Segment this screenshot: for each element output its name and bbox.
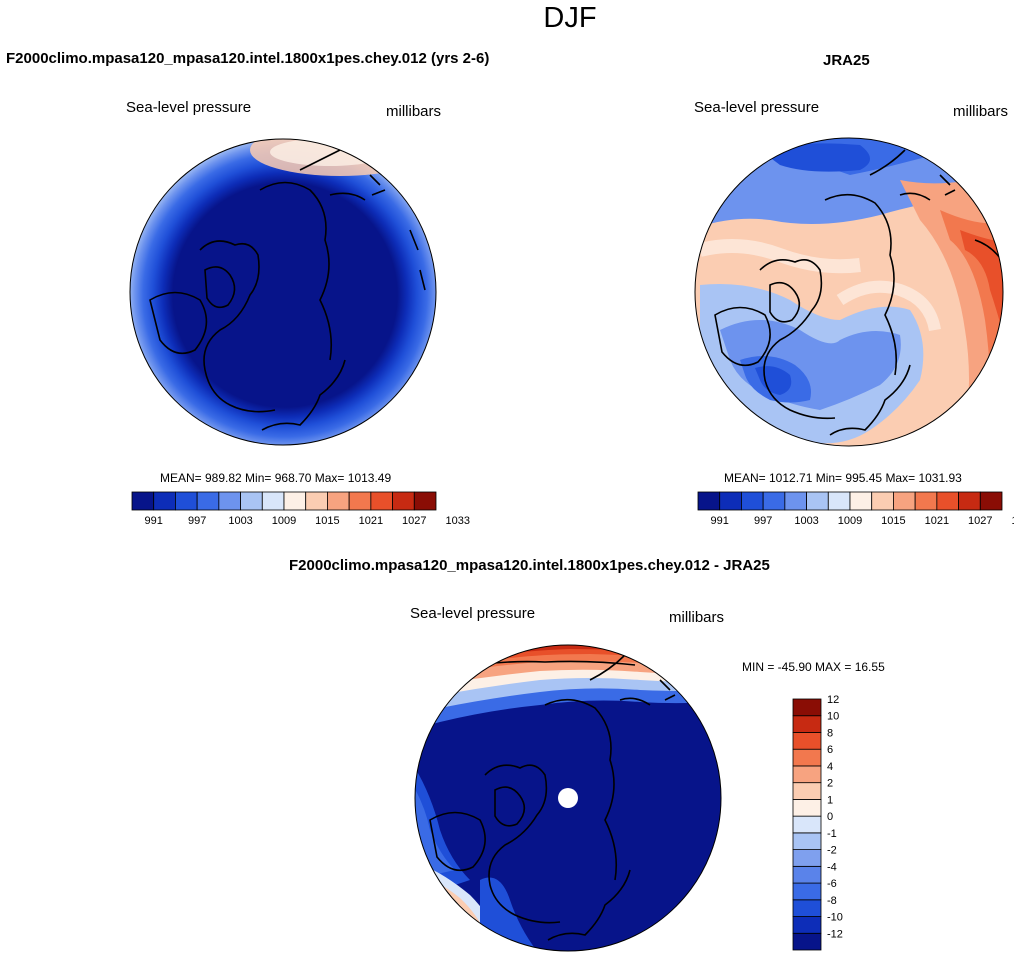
obs-colorbar-tick-label: 1015 <box>881 515 905 527</box>
obs-units-label: millibars <box>953 103 1009 120</box>
model-colorbar-tick-label: 1003 <box>228 515 252 527</box>
model-colorbar-tick-label: 1033 <box>445 515 469 527</box>
model-colorbar-swatch <box>283 491 307 511</box>
diff-colorbar-tick-label: 8 <box>827 727 833 739</box>
diff-colorbar-tick-label: -6 <box>827 878 837 890</box>
model-colorbar-tick-label: 1021 <box>359 515 383 527</box>
obs-colorbar-swatch <box>893 491 916 511</box>
diff-colorbar-swatch <box>792 849 822 867</box>
model-variable-label: Sea-level pressure <box>126 99 252 116</box>
diff-colorbar-swatch <box>792 832 822 850</box>
model-colorbar-swatch <box>131 491 155 511</box>
model-colorbar: 991 997 1003 1009 1015 1021 1027 1033 <box>131 491 470 527</box>
obs-colorbar-tick-label: 1009 <box>838 515 862 527</box>
diff-colorbar-tick-label: -2 <box>827 845 837 857</box>
obs-colorbar-tick-label: 1021 <box>925 515 949 527</box>
obs-colorbar-swatch <box>936 491 959 511</box>
diff-panel-title: F2000climo.mpasa120_mpasa120.intel.1800x… <box>289 557 770 574</box>
obs-stats: MEAN= 1012.71 Min= 995.45 Max= 1031.93 <box>724 471 962 485</box>
diff-colorbar-tick-label: -8 <box>827 895 837 907</box>
model-colorbar-tick-label: 1015 <box>315 515 339 527</box>
obs-map <box>695 138 1003 446</box>
diff-colorbar-tick-label: 4 <box>827 761 833 773</box>
model-colorbar-tick-label: 997 <box>188 515 206 527</box>
obs-colorbar-swatch <box>979 491 1003 511</box>
obs-colorbar-swatch <box>741 491 764 511</box>
diff-minmax-stats: MIN = -45.90 MAX = 16.55 <box>742 660 885 674</box>
diff-colorbar-swatch <box>792 799 822 817</box>
obs-colorbar-swatch <box>827 491 851 511</box>
model-panel-title: F2000climo.mpasa120_mpasa120.intel.1800x… <box>6 50 490 67</box>
diff-colorbar-tick-label: 1 <box>827 794 833 806</box>
obs-colorbar-swatch <box>958 491 981 511</box>
obs-colorbar-swatch <box>784 491 807 511</box>
model-stats: MEAN= 989.82 Min= 968.70 Max= 1013.49 <box>160 471 392 485</box>
diff-colorbar-swatch <box>792 698 822 717</box>
model-colorbar-tick-label: 1027 <box>402 515 426 527</box>
model-units-label: millibars <box>386 103 442 120</box>
model-colorbar-swatch <box>327 491 350 511</box>
diff-variable-label: Sea-level pressure <box>410 605 536 622</box>
model-colorbar-swatch <box>175 491 198 511</box>
model-colorbar-swatch <box>218 491 241 511</box>
diff-colorbar-swatch <box>792 865 822 884</box>
model-colorbar-swatch <box>413 491 437 511</box>
diff-colorbar-swatch <box>792 815 822 834</box>
diff-colorbar-swatch <box>792 765 822 784</box>
obs-colorbar-swatch <box>719 491 742 511</box>
model-colorbar-swatch <box>370 491 393 511</box>
diff-coastlines <box>429 654 676 941</box>
model-colorbar-swatch <box>196 491 220 511</box>
obs-colorbar-tick-label: 997 <box>754 515 772 527</box>
model-colorbar-swatch <box>392 491 415 511</box>
obs-panel-title: JRA25 <box>823 52 870 69</box>
model-colorbar-tick-label: 1009 <box>272 515 296 527</box>
model-colorbar-swatch <box>348 491 372 511</box>
model-coastlines <box>149 149 426 431</box>
diff-map <box>415 645 721 951</box>
model-map <box>130 139 436 445</box>
figure-title: DJF <box>543 2 597 34</box>
diff-units-label: millibars <box>669 609 725 626</box>
obs-colorbar-swatch <box>849 491 873 511</box>
obs-coastlines <box>714 149 1001 436</box>
obs-colorbar-swatch <box>806 491 829 511</box>
obs-colorbar-tick-label: 1003 <box>794 515 818 527</box>
diff-colorbar-tick-label: 0 <box>827 811 833 823</box>
obs-colorbar: 991 997 1003 1009 1015 1021 1027 1033 <box>697 491 1014 527</box>
obs-colorbar-tick-label: 1027 <box>968 515 992 527</box>
diff-colorbar-tick-label: -12 <box>827 928 843 940</box>
diff-colorbar-swatch <box>792 882 822 901</box>
model-colorbar-swatch <box>305 491 328 511</box>
model-colorbar-swatch <box>261 491 285 511</box>
obs-variable-label: Sea-level pressure <box>694 99 820 116</box>
diff-colorbar-swatch <box>792 782 822 800</box>
diff-colorbar-tick-label: 12 <box>827 694 839 706</box>
model-colorbar-swatch <box>153 491 176 511</box>
diff-colorbar-swatch <box>792 932 822 951</box>
diff-colorbar-swatch <box>792 715 822 733</box>
obs-colorbar-swatch <box>914 491 938 511</box>
diff-colorbar-tick-label: 6 <box>827 744 833 756</box>
diff-colorbar-tick-label: 2 <box>827 778 833 790</box>
obs-colorbar-swatch <box>871 491 894 511</box>
diff-colorbar-swatch <box>792 748 822 767</box>
diff-colorbar-swatch <box>792 916 822 934</box>
model-colorbar-swatch <box>240 491 263 511</box>
obs-colorbar-tick-label: 991 <box>711 515 729 527</box>
diff-colorbar-swatch <box>792 732 822 750</box>
obs-colorbar-swatch <box>697 491 721 511</box>
diff-colorbar-tick-label: -4 <box>827 861 837 873</box>
diff-colorbar-tick-label: -1 <box>827 828 837 840</box>
diff-colorbar-tick-label: 10 <box>827 711 839 723</box>
obs-colorbar-tick-label: 1033 <box>1011 515 1014 527</box>
diff-colorbar-tick-label: -10 <box>827 912 843 924</box>
diff-colorbar-swatch <box>792 899 822 917</box>
model-colorbar-tick-label: 991 <box>145 515 163 527</box>
obs-colorbar-swatch <box>762 491 786 511</box>
